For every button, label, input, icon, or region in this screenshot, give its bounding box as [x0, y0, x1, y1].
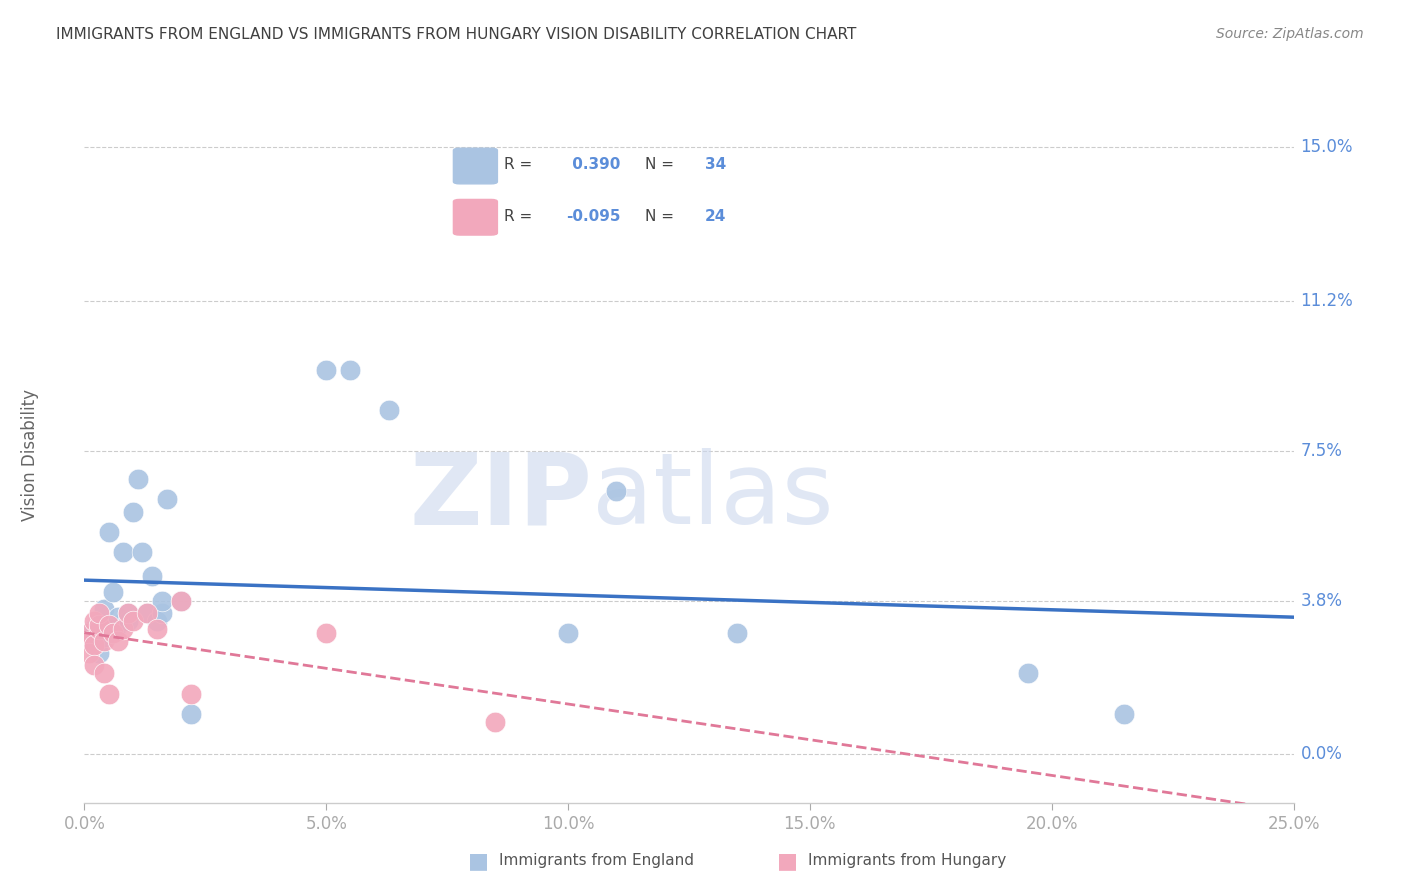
Text: Immigrants from Hungary: Immigrants from Hungary: [808, 854, 1007, 868]
Point: [77, 626, 100, 640]
Point: [605, 484, 627, 499]
Point: [725, 626, 748, 640]
Text: 15.0%: 15.0%: [1301, 138, 1353, 156]
Text: atlas: atlas: [592, 448, 834, 545]
Point: [107, 617, 129, 632]
Point: [97, 687, 120, 701]
Point: [97, 617, 120, 632]
Point: [87, 646, 110, 660]
Point: [146, 614, 169, 628]
Point: [146, 622, 169, 636]
Point: [83, 638, 105, 652]
Point: [87, 617, 110, 632]
Text: 3.8%: 3.8%: [1301, 591, 1343, 609]
Point: [77, 634, 100, 648]
Point: [93, 634, 115, 648]
Point: [93, 601, 115, 615]
Text: 0.0%: 0.0%: [1301, 745, 1343, 764]
Point: [150, 593, 173, 607]
Text: IMMIGRANTS FROM ENGLAND VS IMMIGRANTS FROM HUNGARY VISION DISABILITY CORRELATION: IMMIGRANTS FROM ENGLAND VS IMMIGRANTS FR…: [56, 27, 856, 42]
Point: [121, 614, 143, 628]
Text: 11.2%: 11.2%: [1301, 293, 1354, 310]
Point: [83, 638, 105, 652]
Point: [170, 593, 193, 607]
Point: [117, 606, 139, 620]
Point: [87, 622, 110, 636]
Point: [117, 606, 139, 620]
Point: [180, 706, 202, 721]
Point: [103, 585, 125, 599]
Point: [112, 545, 135, 559]
Point: [339, 363, 361, 377]
Point: [83, 622, 105, 636]
Point: [103, 626, 125, 640]
Point: [87, 617, 110, 632]
Text: ■: ■: [778, 851, 797, 871]
Text: 7.5%: 7.5%: [1301, 442, 1343, 460]
Point: [150, 606, 173, 620]
Point: [83, 614, 105, 628]
Point: [97, 524, 120, 539]
Point: [315, 626, 337, 640]
Point: [557, 626, 579, 640]
Point: [170, 593, 193, 607]
Point: [117, 614, 139, 628]
Point: [136, 606, 159, 620]
Text: Source: ZipAtlas.com: Source: ZipAtlas.com: [1216, 27, 1364, 41]
Text: ZIP: ZIP: [409, 448, 592, 545]
Point: [107, 609, 129, 624]
Point: [141, 569, 163, 583]
Point: [93, 630, 115, 644]
Point: [315, 363, 337, 377]
Point: [155, 492, 177, 507]
Point: [121, 504, 143, 518]
Point: [1017, 666, 1039, 681]
Point: [77, 634, 100, 648]
Point: [180, 687, 202, 701]
Point: [131, 545, 153, 559]
Point: [77, 626, 100, 640]
Point: [112, 622, 135, 636]
Point: [484, 714, 506, 729]
Point: [378, 403, 401, 417]
Text: ■: ■: [468, 851, 488, 871]
Point: [87, 606, 110, 620]
Point: [77, 646, 100, 660]
Point: [107, 634, 129, 648]
Text: Vision Disability: Vision Disability: [21, 389, 39, 521]
Point: [136, 606, 159, 620]
Text: Immigrants from England: Immigrants from England: [499, 854, 695, 868]
Point: [93, 666, 115, 681]
Point: [83, 658, 105, 673]
Point: [1114, 706, 1136, 721]
Point: [127, 472, 149, 486]
